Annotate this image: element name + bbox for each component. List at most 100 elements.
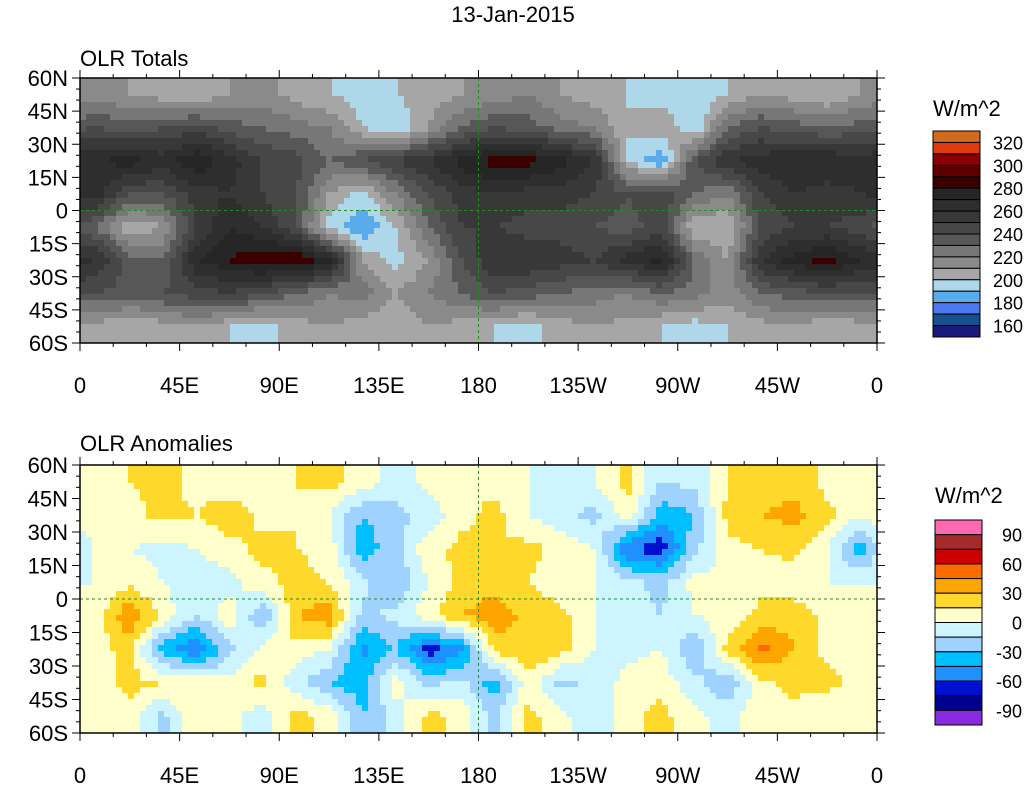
heatmap-cell — [368, 174, 375, 181]
heatmap-cell — [254, 168, 261, 175]
heatmap-cell — [332, 258, 339, 265]
heatmap-cell — [434, 120, 441, 127]
heatmap-cell — [146, 180, 153, 187]
heatmap-cell — [338, 282, 345, 289]
heatmap-cell — [338, 108, 345, 115]
heatmap-cell — [242, 192, 249, 199]
heatmap-cell — [638, 168, 645, 175]
heatmap-cell — [140, 300, 147, 307]
heatmap-cell — [464, 234, 471, 241]
heatmap-cell — [428, 84, 435, 91]
heatmap-cell — [836, 114, 843, 121]
heatmap-cell — [794, 240, 801, 247]
heatmap-cell — [308, 108, 315, 115]
heatmap-cell — [758, 264, 765, 271]
heatmap-cell — [338, 216, 345, 223]
heatmap-cell — [728, 222, 735, 229]
heatmap-cell — [458, 114, 465, 121]
heatmap-cell — [812, 78, 819, 85]
heatmap-cell — [308, 162, 315, 169]
heatmap-cell — [782, 282, 789, 289]
heatmap-cell — [398, 222, 405, 229]
heatmap-cell — [686, 270, 693, 277]
heatmap-cell — [266, 210, 273, 217]
heatmap-cell — [146, 192, 153, 199]
heatmap-cell — [860, 114, 867, 121]
heatmap-cell — [566, 90, 573, 97]
heatmap-cell — [764, 150, 771, 157]
heatmap-cell — [578, 222, 585, 229]
heatmap-cell — [236, 96, 243, 103]
heatmap-cell — [746, 228, 753, 235]
heatmap-cell — [686, 192, 693, 199]
heatmap-cell — [650, 216, 657, 223]
heatmap-cell — [230, 288, 237, 295]
heatmap-cell — [344, 156, 351, 163]
heatmap-cell — [620, 174, 627, 181]
heatmap-cell — [644, 96, 651, 103]
heatmap-cell — [512, 78, 519, 85]
heatmap-cell — [830, 102, 837, 109]
heatmap-cell — [680, 186, 687, 193]
heatmap-cell — [170, 144, 177, 151]
heatmap-cell — [686, 294, 693, 301]
heatmap-cell — [680, 162, 687, 169]
heatmap-cell — [128, 216, 135, 223]
heatmap-cell — [248, 162, 255, 169]
heatmap-cell — [122, 270, 129, 277]
heatmap-cell — [590, 114, 597, 121]
heatmap-cell — [158, 282, 165, 289]
heatmap-cell — [110, 198, 117, 205]
heatmap-cell — [818, 120, 825, 127]
heatmap-cell — [344, 216, 351, 223]
heatmap-cell — [458, 240, 465, 247]
heatmap-cell — [332, 240, 339, 247]
heatmap-cell — [518, 162, 525, 169]
heatmap-cell — [116, 180, 123, 187]
heatmap-cell — [416, 132, 423, 139]
heatmap-cell — [614, 192, 621, 199]
heatmap-cell — [848, 246, 855, 253]
heatmap-cell — [188, 276, 195, 283]
heatmap-cell — [818, 192, 825, 199]
heatmap-cell — [446, 258, 453, 265]
heatmap-cell — [260, 282, 267, 289]
heatmap-cell — [428, 120, 435, 127]
heatmap-cell — [524, 108, 531, 115]
heatmap-cell — [500, 276, 507, 283]
heatmap-cell — [326, 168, 333, 175]
heatmap-cell — [314, 192, 321, 199]
heatmap-cell — [188, 252, 195, 259]
heatmap-cell — [332, 210, 339, 217]
heatmap-cell — [470, 294, 477, 301]
heatmap-cell — [746, 204, 753, 211]
heatmap-cell — [284, 246, 291, 253]
heatmap-cell — [464, 150, 471, 157]
heatmap-cell — [116, 204, 123, 211]
heatmap-cell — [422, 174, 429, 181]
heatmap-cell — [764, 192, 771, 199]
heatmap-cell — [602, 228, 609, 235]
heatmap-cell — [644, 186, 651, 193]
heatmap-cell — [350, 168, 357, 175]
heatmap-cell — [860, 252, 867, 259]
heatmap-cell — [872, 258, 878, 265]
heatmap-cell — [608, 270, 615, 277]
heatmap-cell — [308, 258, 315, 265]
heatmap-cell — [746, 180, 753, 187]
heatmap-cell — [596, 162, 603, 169]
heatmap-cell — [194, 132, 201, 139]
heatmap-cell — [242, 174, 249, 181]
heatmap-cell — [500, 264, 507, 271]
heatmap-cell — [734, 240, 741, 247]
heatmap-cell — [668, 156, 675, 163]
heatmap-cell — [626, 246, 633, 253]
heatmap-cell — [608, 288, 615, 295]
heatmap-cell — [776, 162, 783, 169]
heatmap-cell — [488, 240, 495, 247]
heatmap-cell — [758, 150, 765, 157]
heatmap-cell — [386, 282, 393, 289]
heatmap-cell — [836, 162, 843, 169]
heatmap-cell — [296, 108, 303, 115]
heatmap-cell — [170, 90, 177, 97]
